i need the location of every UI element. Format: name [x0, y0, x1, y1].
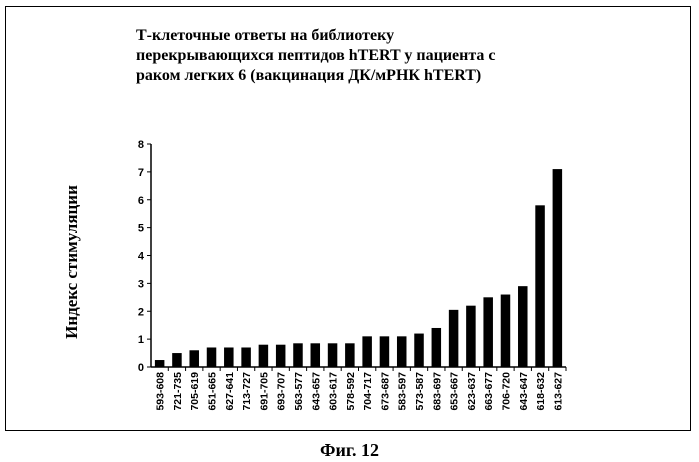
bar	[449, 310, 459, 367]
bar	[397, 336, 407, 367]
x-tick-label: 613-627	[552, 372, 564, 411]
bar	[518, 286, 528, 367]
x-tick-label: 618-632	[535, 372, 547, 411]
figure-caption: Фиг. 12	[0, 440, 699, 461]
x-tick-label: 651-665	[207, 372, 219, 411]
bar	[345, 343, 355, 367]
x-tick-label: 663-677	[483, 372, 495, 411]
x-tick-label: 623-637	[466, 372, 478, 411]
x-tick-labels: 593-608 721-735 705-619 651-665 627-641 713-7…	[155, 372, 565, 411]
bar	[432, 328, 442, 367]
y-tick-label: 4	[138, 251, 145, 263]
x-tick-label: 704-717	[362, 372, 374, 411]
y-tick-label: 6	[138, 195, 144, 207]
x-tick-label: 627-641	[224, 372, 236, 411]
bar	[189, 350, 199, 367]
bar	[553, 169, 563, 367]
y-tick-label: 3	[138, 278, 144, 290]
bar	[259, 345, 269, 367]
x-tick-label: 705-619	[189, 372, 201, 411]
x-tick-label: 691-705	[258, 372, 270, 411]
bar	[414, 334, 424, 367]
x-tick-label: 563-577	[293, 372, 305, 411]
x-tick-label: 603-617	[328, 372, 340, 411]
y-tick-label: 5	[138, 223, 144, 235]
x-tick-label: 578-592	[345, 372, 357, 411]
x-tick-label: 583-597	[397, 372, 409, 411]
x-tick-label: 643-657	[310, 372, 322, 411]
y-tick-labels: 0 1 2 3 4 5 6 7 8	[138, 139, 145, 374]
bar	[483, 297, 493, 367]
x-tick-label: 683-697	[431, 372, 443, 411]
bar	[380, 336, 390, 367]
x-tick-label: 713-727	[241, 372, 253, 411]
y-tick-label: 0	[138, 362, 144, 374]
x-tick-label: 653-667	[449, 372, 461, 411]
x-tick-label: 706-720	[500, 372, 512, 411]
y-tick-label: 2	[138, 306, 144, 318]
bar	[535, 205, 545, 367]
bars-group	[155, 169, 562, 367]
bar	[466, 306, 476, 367]
bar	[241, 347, 251, 367]
bar	[172, 353, 182, 367]
x-tick-label: 573-587	[414, 372, 426, 411]
bar	[155, 360, 165, 367]
bar	[328, 343, 338, 367]
bar	[311, 343, 321, 367]
bar	[224, 347, 234, 367]
y-tick-label: 1	[138, 334, 144, 346]
x-tick-label: 673-687	[379, 372, 391, 411]
bar	[501, 295, 511, 367]
y-tick-label: 8	[138, 139, 144, 151]
x-tick-label: 721-735	[172, 372, 184, 411]
bar	[293, 343, 303, 367]
bar	[362, 336, 372, 367]
x-tick-label: 693-707	[276, 372, 288, 411]
bar	[207, 347, 217, 367]
x-tick-label: 593-608	[155, 372, 167, 411]
x-tick-label: 643-647	[518, 372, 530, 411]
y-tick-label: 7	[138, 167, 144, 179]
bar	[276, 345, 286, 367]
